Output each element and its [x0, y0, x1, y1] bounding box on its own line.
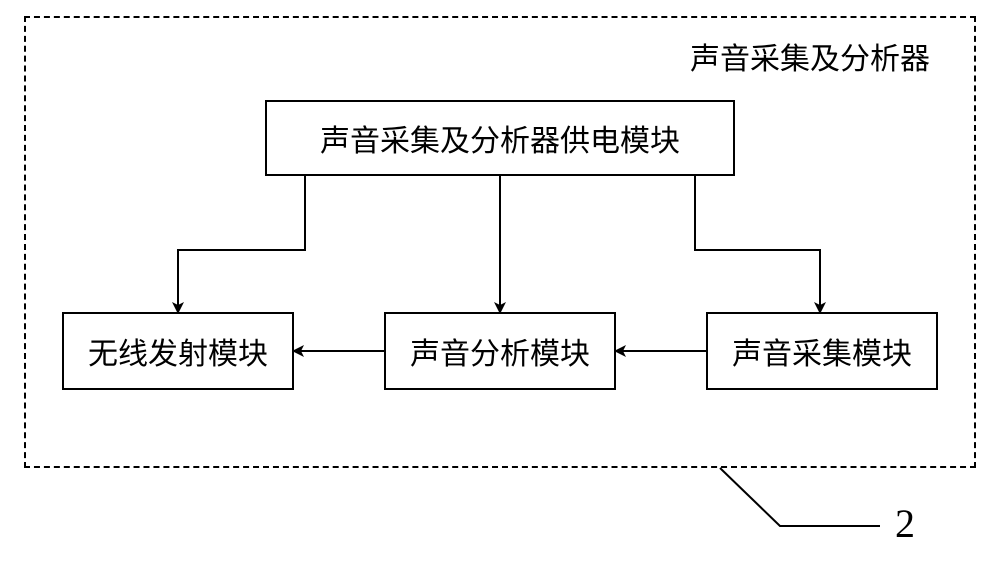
power-module-label: 声音采集及分析器供电模块	[320, 116, 680, 160]
wireless-module-label: 无线发射模块	[88, 329, 268, 373]
callout-leader	[720, 468, 880, 526]
collect-module-box: 声音采集模块	[706, 312, 938, 390]
collect-module-label: 声音采集模块	[732, 329, 912, 373]
power-module-box: 声音采集及分析器供电模块	[265, 100, 735, 176]
wireless-module-box: 无线发射模块	[62, 312, 294, 390]
analysis-module-label: 声音分析模块	[410, 329, 590, 373]
callout-number: 2	[895, 500, 915, 547]
container-title: 声音采集及分析器	[690, 34, 930, 78]
container-box	[24, 16, 976, 468]
diagram-canvas: 声音采集及分析器 声音采集及分析器供电模块 无线发射模块 声音分析模块 声音采集…	[0, 0, 1000, 566]
analysis-module-box: 声音分析模块	[384, 312, 616, 390]
